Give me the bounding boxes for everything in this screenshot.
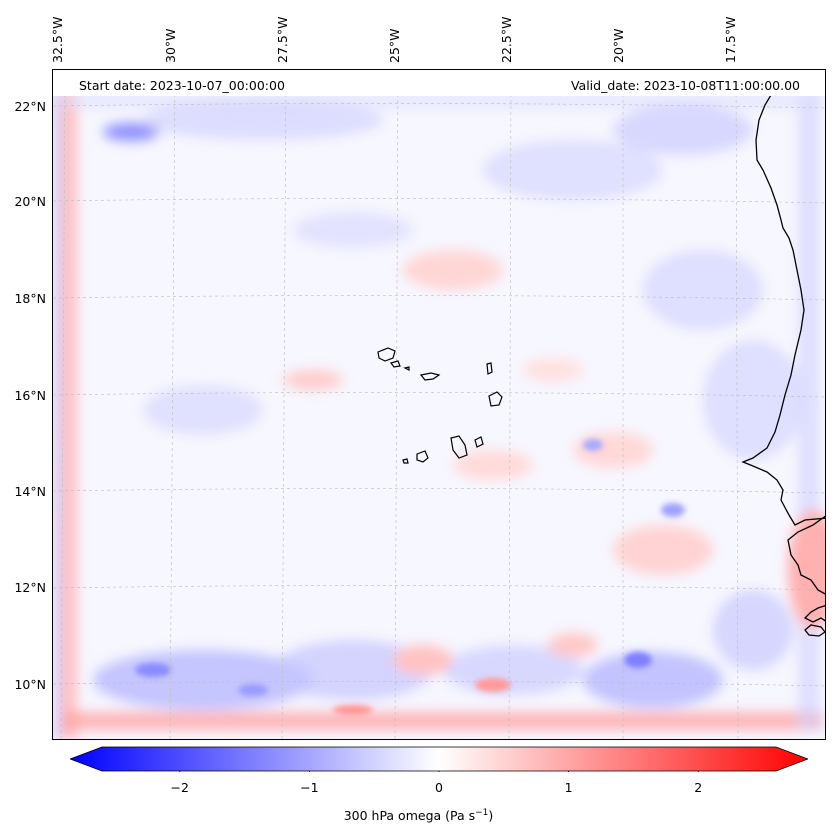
map-panel[interactable]	[52, 69, 826, 740]
omega-field-map	[53, 70, 825, 739]
lon-label: 17.5°W	[723, 16, 738, 63]
bissau-coastline	[803, 604, 825, 623]
coastlines	[741, 94, 825, 637]
lat-gridline	[53, 681, 825, 687]
lon-gridline	[735, 70, 739, 739]
blue-blob	[483, 140, 663, 200]
santa-luzia-island	[403, 366, 410, 371]
boa-vista-island	[488, 391, 503, 407]
lat-label: 16°N	[14, 388, 46, 403]
west-edge-band	[59, 90, 77, 739]
start-date-label: Start date: 2023-10-07_00:00:00	[79, 78, 285, 93]
santo-antao-island	[377, 347, 396, 362]
lon-gridline	[169, 70, 176, 739]
lon-gridline	[508, 70, 512, 739]
lat-gridline	[53, 585, 825, 591]
west-edge-blue	[53, 90, 61, 739]
lon-gridline	[394, 70, 399, 739]
lon-label: 20°W	[611, 28, 626, 63]
colorbar-tickmarks	[179, 771, 699, 772]
red-blob	[573, 432, 653, 468]
lat-gridline	[53, 488, 825, 494]
info-bar	[53, 70, 825, 96]
maio-island	[474, 436, 484, 448]
blue-blob	[624, 652, 652, 668]
red-blob	[403, 250, 503, 290]
bissau-islands	[804, 624, 825, 637]
red-blob	[523, 358, 583, 382]
lon-label: 30°W	[163, 28, 178, 63]
lon-label: 25°W	[387, 28, 402, 63]
sao-nicolau-island	[419, 372, 441, 381]
lat-label: 22°N	[14, 99, 46, 114]
red-blob	[548, 633, 598, 657]
fogo-island	[416, 450, 429, 463]
blue-blob	[583, 652, 723, 708]
blue-blob	[613, 105, 753, 155]
santiago-island	[450, 435, 468, 459]
blue-blob	[661, 503, 685, 517]
sal-island	[486, 362, 493, 375]
lat-gridline	[53, 295, 825, 301]
colorbar-tick-label: −1	[300, 780, 319, 795]
blue-blob	[143, 100, 383, 140]
lat-label: 18°N	[14, 291, 46, 306]
cape-verde-islands	[377, 347, 503, 464]
africa-coastline	[741, 94, 825, 526]
valid-date-label: Valid_date: 2023-10-08T11:00:00.00	[570, 78, 800, 93]
red-blob	[788, 510, 825, 630]
red-blob	[283, 370, 343, 390]
sao-vicente-island	[389, 360, 401, 368]
colorbar-tick-label: 2	[694, 780, 703, 795]
omega-field-patches	[53, 90, 825, 739]
africa-coastline-south	[787, 515, 825, 595]
blue-blob	[273, 640, 433, 700]
lat-gridline	[53, 103, 825, 109]
gridlines	[53, 70, 825, 739]
blue-blob	[293, 212, 413, 248]
red-blob	[453, 450, 533, 480]
colorbar-label-prefix: 300 hPa omega (Pa s	[343, 808, 476, 824]
blue-blob	[583, 439, 603, 451]
colorbar-tick-label: 0	[435, 780, 443, 795]
lon-gridline	[60, 70, 66, 739]
colorbar	[70, 746, 808, 772]
colorbar-tick-label: 1	[564, 780, 573, 795]
colorbar-label-sup: −1	[475, 808, 489, 818]
lat-label: 10°N	[14, 677, 46, 692]
lat-label: 14°N	[14, 484, 46, 499]
colorbar-bar	[70, 746, 808, 772]
blue-blob	[703, 340, 803, 460]
south-edge-band	[63, 712, 823, 730]
red-blob	[613, 525, 713, 575]
brava-island	[402, 458, 409, 464]
lon-label: 32.5°W	[50, 16, 65, 63]
lat-gridline	[53, 198, 825, 204]
red-blob	[475, 678, 511, 692]
colorbar-label-suffix: )	[488, 808, 494, 824]
colorbar-label: 300 hPa omega (Pa s−1)	[0, 808, 837, 823]
blue-blob	[238, 684, 268, 696]
colorbar-tick-label: −2	[170, 780, 189, 795]
blue-blob	[643, 250, 763, 330]
lon-label: 22.5°W	[499, 16, 514, 63]
lon-gridline	[281, 70, 287, 739]
blue-blob	[135, 663, 171, 677]
small-field-features	[135, 439, 685, 715]
lat-label: 20°N	[14, 194, 46, 209]
blue-blob	[103, 123, 159, 141]
blue-blob	[713, 590, 793, 670]
lat-gridline	[53, 392, 825, 398]
blue-blob	[143, 385, 263, 435]
lat-label: 12°N	[14, 580, 46, 595]
lon-label: 27.5°W	[275, 16, 290, 63]
red-blob	[393, 645, 453, 675]
red-blob	[333, 705, 373, 715]
